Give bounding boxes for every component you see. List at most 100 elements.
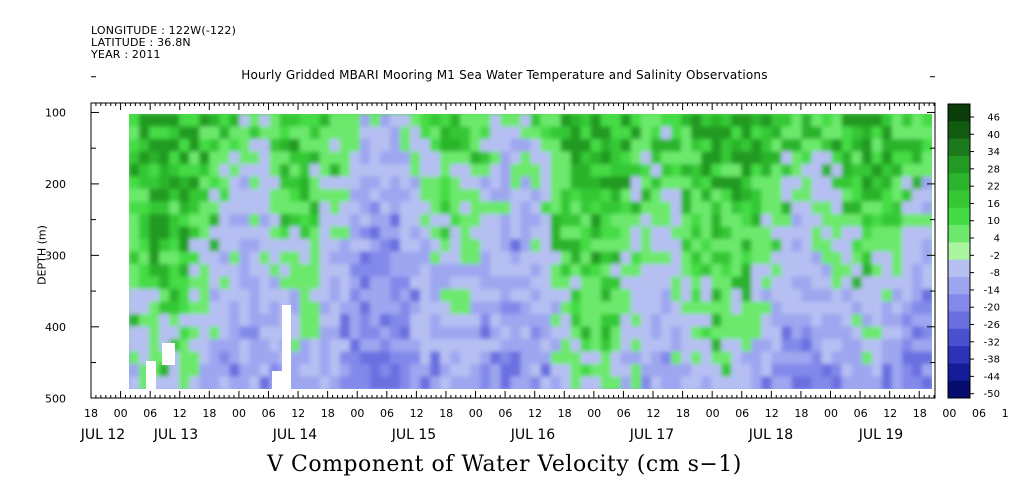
heatmap-cell <box>590 226 602 240</box>
heatmap-cell <box>570 264 582 278</box>
x-tick-label: 06 <box>972 407 986 420</box>
heatmap-cell <box>470 264 482 278</box>
heatmap-cell <box>520 176 532 190</box>
heatmap-cell <box>219 364 231 378</box>
heatmap-cell <box>650 364 662 378</box>
colorbar-swatch <box>948 311 970 330</box>
heatmap-cell <box>851 276 863 290</box>
heatmap-cell <box>129 289 140 303</box>
heatmap-cell <box>831 214 843 228</box>
heatmap-cell <box>420 226 432 240</box>
heatmap-cell <box>891 339 903 353</box>
heatmap-cell <box>450 226 462 240</box>
heatmap-cell <box>189 201 201 215</box>
heatmap-cell <box>339 226 351 240</box>
heatmap-cell <box>349 289 361 303</box>
heatmap-cell <box>911 139 923 153</box>
heatmap-cell <box>871 151 883 165</box>
heatmap-cell <box>470 239 482 253</box>
heatmap-cell <box>741 276 753 290</box>
heatmap-cell <box>520 214 532 228</box>
heatmap-cell <box>731 189 743 203</box>
heatmap-cell <box>610 126 622 140</box>
heatmap-cell <box>751 276 763 290</box>
heatmap-cell <box>640 176 652 190</box>
heatmap-cell <box>640 364 652 378</box>
heatmap-cell <box>701 364 713 378</box>
heatmap-cell <box>851 176 863 190</box>
heatmap-cell <box>650 239 662 253</box>
heatmap-cell <box>691 176 703 190</box>
heatmap-cell <box>460 226 472 240</box>
heatmap-cell <box>510 364 522 378</box>
heatmap-cell <box>420 314 432 328</box>
heatmap-cell <box>169 164 181 178</box>
heatmap-cell <box>600 351 612 365</box>
colorbar-swatch <box>948 346 970 364</box>
heatmap-cell <box>731 364 743 378</box>
heatmap-cell <box>741 339 753 353</box>
date-label: JUL 13 <box>153 427 198 443</box>
heatmap-cell <box>249 264 261 278</box>
heatmap-cell <box>359 289 371 303</box>
heatmap-cell <box>661 176 672 190</box>
heatmap-cell <box>590 301 602 315</box>
heatmap-cell <box>239 339 251 353</box>
heatmap-cell <box>751 139 763 153</box>
heatmap-cell <box>309 251 321 265</box>
heatmap-cell <box>590 126 602 140</box>
heatmap-cell <box>269 251 281 265</box>
heatmap-cell <box>590 376 602 389</box>
heatmap-cell <box>861 376 873 389</box>
heatmap-cell <box>761 264 773 278</box>
heatmap-cell <box>299 376 311 389</box>
heatmap-cell <box>731 176 743 190</box>
heatmap-cell <box>239 139 251 153</box>
heatmap-cell <box>219 339 231 353</box>
heatmap-cell <box>299 351 311 365</box>
heatmap-cell <box>159 201 171 215</box>
heatmap-cell <box>590 314 602 328</box>
heatmap-cell <box>731 114 743 128</box>
heatmap-cell <box>319 114 331 128</box>
heatmap-cell <box>891 139 903 153</box>
heatmap-cell <box>640 326 652 340</box>
heatmap-cell <box>540 276 552 290</box>
heatmap-cell <box>901 351 913 365</box>
heatmap-cell <box>289 214 301 228</box>
heatmap-cell <box>600 189 612 203</box>
colorbar-label: -50 <box>984 389 1000 400</box>
heatmap-cell <box>420 339 432 353</box>
heatmap-cell <box>460 126 472 140</box>
heatmap-cell <box>289 289 301 303</box>
heatmap-cell <box>761 376 773 389</box>
heatmap-cell <box>811 314 823 328</box>
heatmap-cell <box>420 164 432 178</box>
heatmap-cell <box>791 364 803 378</box>
heatmap-cell <box>851 314 863 328</box>
heatmap-cell <box>259 376 271 389</box>
heatmap-cell <box>480 126 492 140</box>
heatmap-cell <box>359 176 371 190</box>
heatmap-cell <box>349 351 361 365</box>
heatmap-cell <box>179 226 191 240</box>
heatmap-cell <box>289 339 301 353</box>
heatmap-cell <box>911 264 923 278</box>
heatmap-cell <box>721 326 733 340</box>
heatmap-cell <box>741 189 753 203</box>
x-tick-label: 18 <box>558 407 572 420</box>
heatmap-cell <box>911 226 923 240</box>
heatmap-cell <box>359 239 371 253</box>
heatmap-cell <box>620 176 632 190</box>
heatmap-cell <box>329 376 341 389</box>
heatmap-cell <box>640 339 652 353</box>
colorbar-swatch <box>948 190 970 209</box>
heatmap-cell <box>640 139 652 153</box>
heatmap-cell <box>891 214 903 228</box>
heatmap-cell <box>821 251 833 265</box>
heatmap-cell <box>911 339 923 353</box>
heatmap-cell <box>550 239 562 253</box>
heatmap-cell <box>189 289 201 303</box>
heatmap-cell <box>480 176 492 190</box>
heatmap-cell <box>781 114 793 128</box>
